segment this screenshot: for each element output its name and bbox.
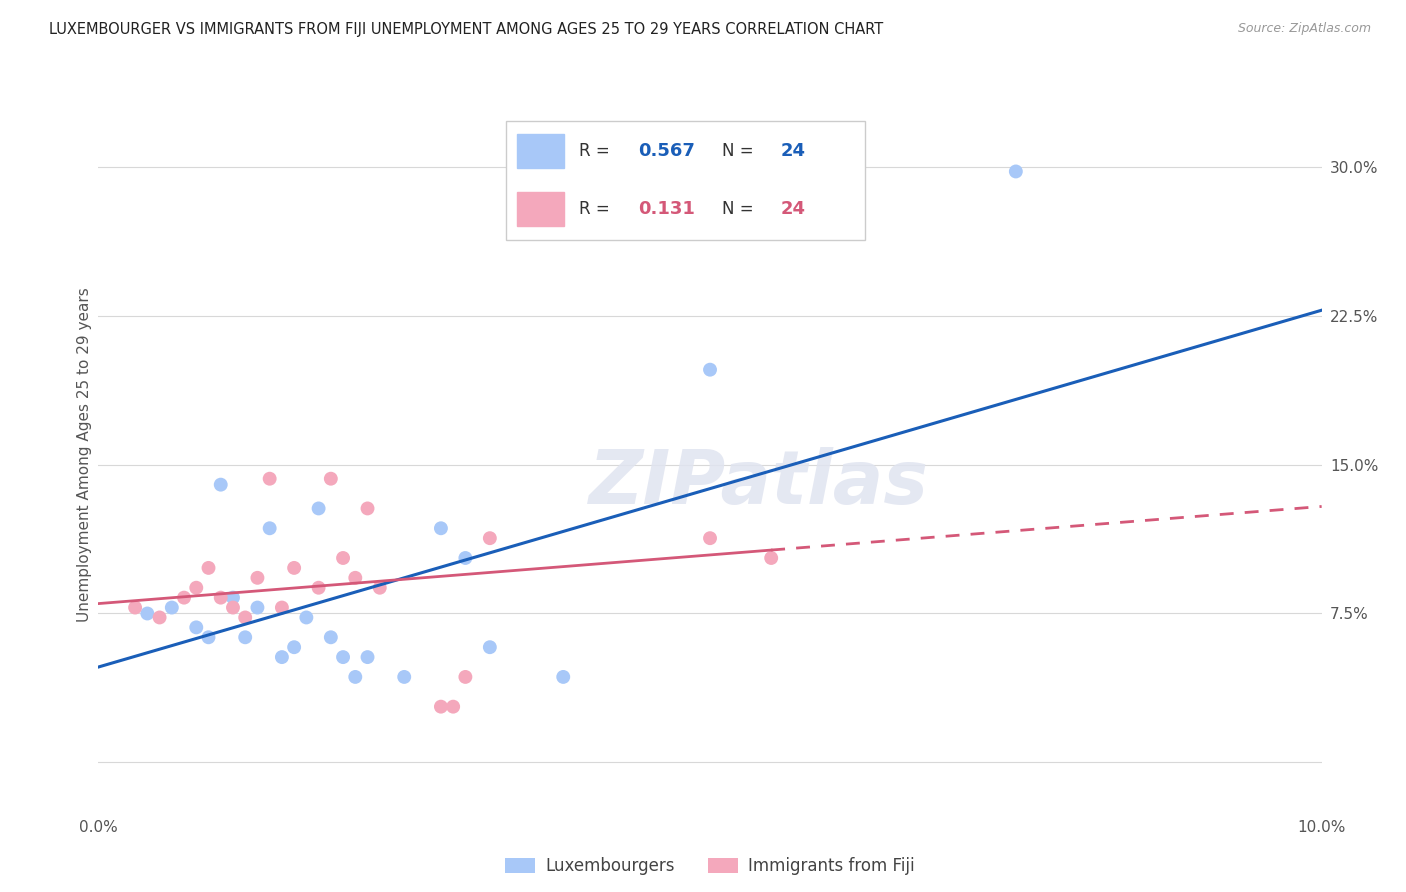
- Point: [246, 600, 269, 615]
- Text: N =: N =: [723, 142, 759, 160]
- Point: [478, 531, 501, 545]
- Text: R =: R =: [579, 142, 616, 160]
- Point: [136, 607, 159, 621]
- Point: [319, 472, 342, 486]
- Point: [392, 670, 416, 684]
- Text: 24: 24: [780, 142, 806, 160]
- Point: [356, 650, 378, 665]
- Point: [259, 472, 281, 486]
- Point: [222, 591, 245, 605]
- Text: 24: 24: [780, 201, 806, 219]
- Point: [160, 600, 183, 615]
- Point: [209, 591, 232, 605]
- Point: [246, 571, 269, 585]
- Point: [295, 610, 318, 624]
- Point: [699, 531, 721, 545]
- Point: [454, 551, 477, 566]
- Point: [332, 551, 354, 566]
- Point: [308, 581, 330, 595]
- Point: [233, 630, 256, 644]
- Bar: [517, 193, 564, 227]
- Point: [270, 650, 292, 665]
- Point: [270, 600, 292, 615]
- Point: [186, 620, 208, 634]
- Text: 0.131: 0.131: [638, 201, 695, 219]
- FancyBboxPatch shape: [506, 120, 865, 240]
- Point: [356, 501, 378, 516]
- Text: 0.567: 0.567: [638, 142, 695, 160]
- Point: [344, 670, 367, 684]
- Point: [173, 591, 195, 605]
- Point: [197, 561, 219, 575]
- Point: [368, 581, 391, 595]
- Point: [319, 630, 342, 644]
- Point: [197, 630, 219, 644]
- Point: [222, 600, 245, 615]
- Text: ZIPatlas: ZIPatlas: [589, 447, 929, 520]
- Point: [759, 551, 782, 566]
- Point: [553, 670, 575, 684]
- Text: N =: N =: [723, 201, 759, 219]
- Bar: [517, 134, 564, 168]
- Y-axis label: Unemployment Among Ages 25 to 29 years: Unemployment Among Ages 25 to 29 years: [77, 287, 91, 623]
- Point: [209, 477, 232, 491]
- Legend: Luxembourgers, Immigrants from Fiji: Luxembourgers, Immigrants from Fiji: [499, 851, 921, 882]
- Point: [430, 699, 453, 714]
- Point: [332, 650, 354, 665]
- Point: [430, 521, 453, 535]
- Text: LUXEMBOURGER VS IMMIGRANTS FROM FIJI UNEMPLOYMENT AMONG AGES 25 TO 29 YEARS CORR: LUXEMBOURGER VS IMMIGRANTS FROM FIJI UNE…: [49, 22, 883, 37]
- Point: [308, 501, 330, 516]
- Point: [283, 561, 305, 575]
- Point: [149, 610, 172, 624]
- Point: [441, 699, 464, 714]
- Point: [124, 600, 146, 615]
- Point: [478, 640, 501, 655]
- Point: [1004, 164, 1026, 178]
- Point: [283, 640, 305, 655]
- Point: [454, 670, 477, 684]
- Point: [186, 581, 208, 595]
- Point: [233, 610, 256, 624]
- Point: [344, 571, 367, 585]
- Point: [259, 521, 281, 535]
- Text: R =: R =: [579, 201, 620, 219]
- Point: [699, 362, 721, 376]
- Text: Source: ZipAtlas.com: Source: ZipAtlas.com: [1237, 22, 1371, 36]
